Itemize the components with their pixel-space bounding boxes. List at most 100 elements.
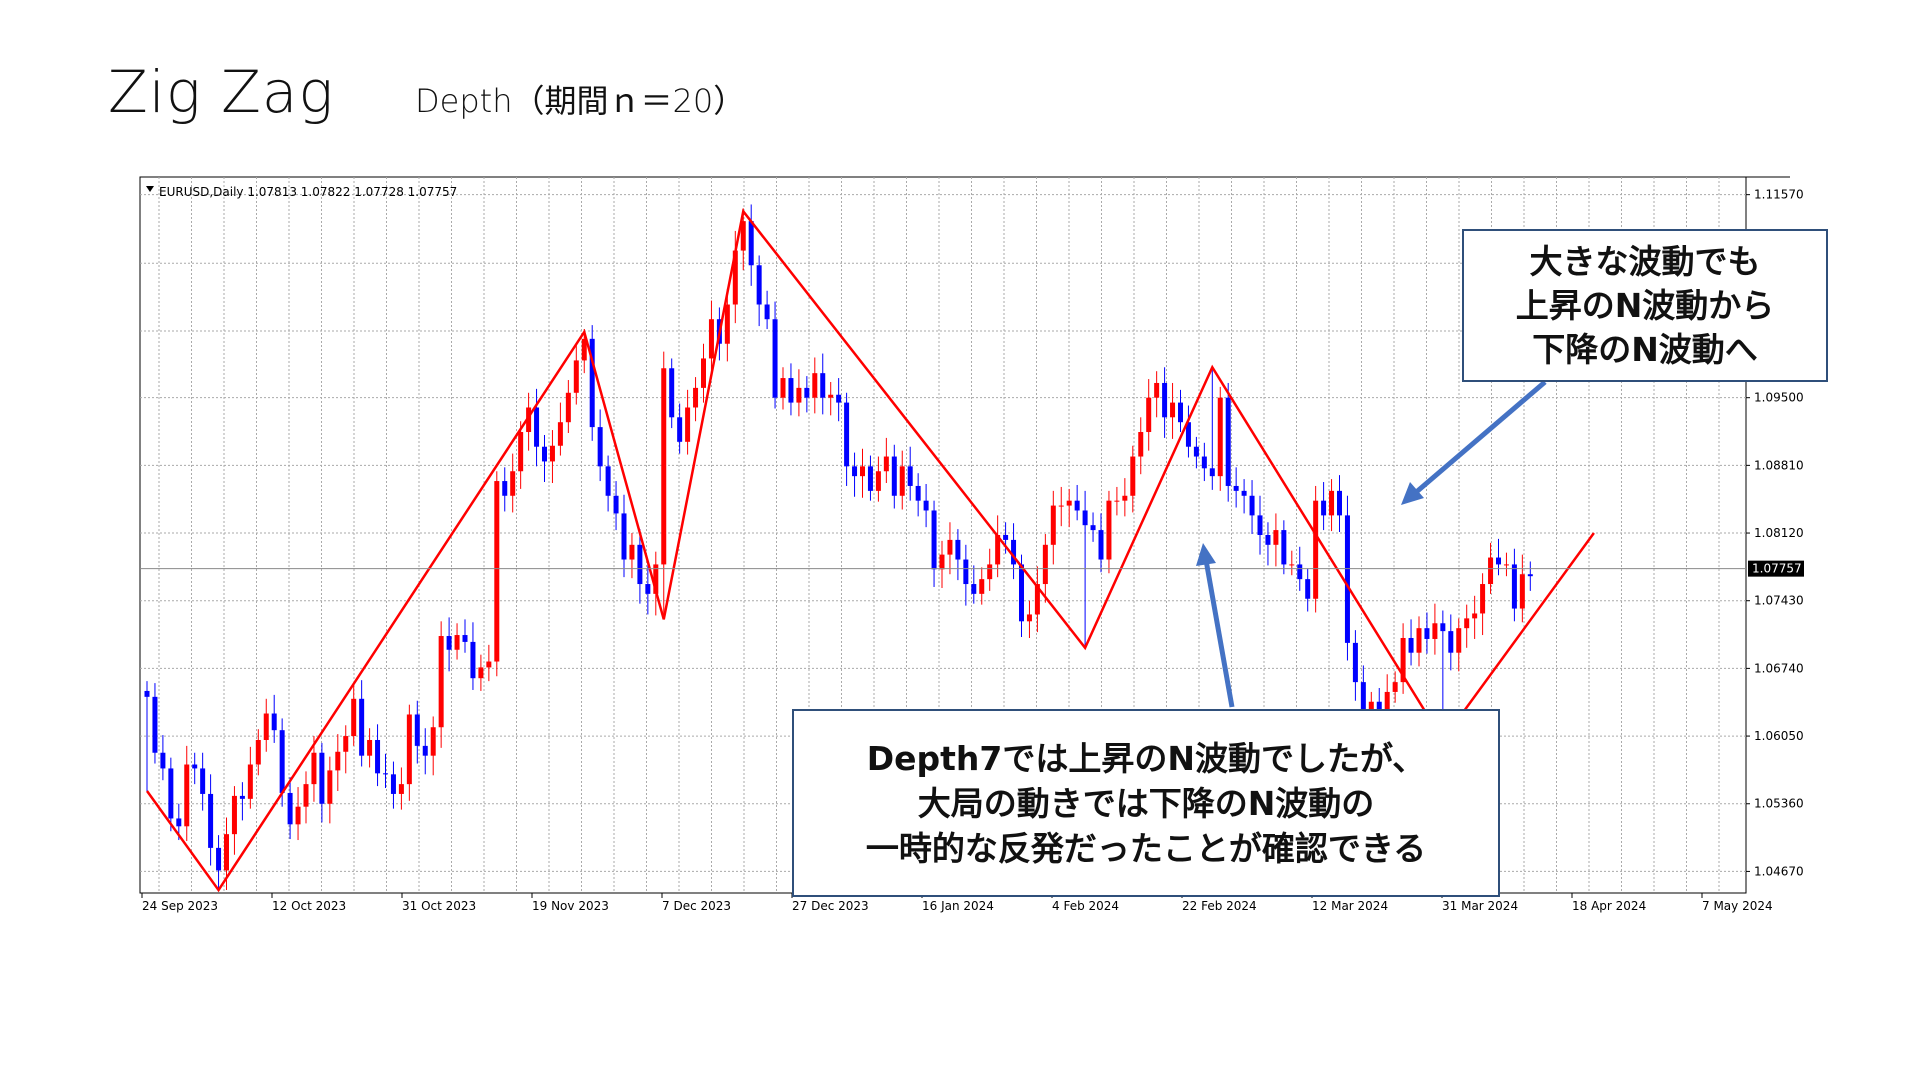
x-tick-label: 12 Mar 2024 (1312, 899, 1388, 913)
y-tick-label: 1.08120 (1754, 526, 1804, 540)
candle-body (915, 485, 921, 501)
candle-body (1019, 564, 1024, 622)
candle-body (255, 739, 261, 765)
candle-body (788, 378, 794, 403)
candle-body (573, 360, 579, 393)
y-tick-label: 1.04670 (1754, 864, 1804, 878)
candle-body (1313, 500, 1319, 599)
y-tick-label: 1.11570 (1754, 188, 1804, 202)
candle-body (160, 752, 166, 769)
candle-body (1432, 623, 1438, 639)
candle-body (486, 661, 492, 668)
candle-body (708, 319, 714, 359)
candle-body (780, 378, 786, 398)
candle-body (494, 481, 500, 662)
candle-body (152, 696, 158, 753)
callout-top-line-2: 上昇のN波動から (1515, 285, 1775, 325)
candle-body (645, 584, 651, 594)
candle-body (971, 584, 977, 594)
current-price-label: 1.07757 (1752, 562, 1802, 576)
candle-body (1098, 530, 1104, 560)
candle-body (867, 466, 873, 491)
candle-body (518, 432, 524, 472)
candle-body (383, 773, 388, 775)
candle-body (1003, 535, 1009, 540)
candle-body (1026, 614, 1032, 622)
callout-bottom: Depth7では上昇のN波動でしたが、 大局の動きでは下降のN波動の 一時的な反… (792, 709, 1500, 897)
zigzag-polyline (145, 208, 1595, 893)
candle-body (883, 456, 889, 472)
candle-body (1464, 618, 1470, 629)
candle-body (367, 739, 373, 756)
arrows (1196, 380, 1547, 708)
candle-body (637, 544, 643, 585)
candle-body (1289, 564, 1295, 566)
x-tick-label: 19 Nov 2023 (532, 899, 609, 913)
candle-body (605, 466, 611, 496)
candle-body (549, 445, 555, 462)
callout-top: 大きな波動でも 上昇のN波動から 下降のN波動へ (1462, 229, 1828, 382)
candle-body (875, 471, 881, 491)
candle-body (1154, 382, 1160, 398)
candle-body (1185, 422, 1191, 447)
candle-body (1352, 642, 1358, 683)
y-tick-label: 1.05360 (1754, 797, 1804, 811)
candle-body (947, 539, 953, 555)
candle-body (327, 770, 333, 804)
candle-body (1050, 505, 1056, 545)
candle-body (1066, 500, 1072, 506)
candle-body (1344, 515, 1350, 643)
candle-body (526, 407, 532, 433)
candle-body (724, 304, 730, 344)
candle-body (200, 768, 206, 794)
candle-body (1511, 564, 1517, 609)
candle-body (406, 714, 412, 785)
candle-body (844, 402, 850, 467)
x-axis: 24 Sep 2023 12 Oct 2023 31 Oct 2023 19 Nov … (141, 893, 1773, 913)
candle-body (438, 636, 444, 728)
candle-body (613, 495, 619, 514)
candle-body (804, 387, 810, 398)
candle-body (597, 427, 603, 467)
candle-body (343, 736, 349, 752)
candle-body (534, 407, 540, 447)
x-tick-label: 18 Apr 2024 (1572, 899, 1646, 913)
candle-body (899, 466, 905, 496)
candle-body (1392, 682, 1398, 692)
candle-body (1273, 530, 1279, 545)
candle-body (1424, 628, 1430, 639)
callout-top-line-3: 下降のN波動へ (1532, 329, 1758, 369)
arrow-to-top-callout-line (1412, 380, 1547, 496)
candle-body (279, 730, 285, 793)
candle-body (1456, 628, 1462, 653)
candle-body (1217, 397, 1223, 477)
candle-body (1281, 530, 1287, 565)
candle-body (1440, 623, 1446, 632)
candle-body (963, 559, 969, 585)
candle-body (1249, 495, 1255, 516)
candle-body (979, 579, 985, 594)
candle-body (820, 373, 826, 398)
candle-body (629, 544, 635, 560)
x-tick-label: 31 Oct 2023 (402, 899, 476, 913)
candle-body (987, 564, 993, 580)
candle-body (1162, 382, 1168, 418)
candle-body (621, 513, 627, 560)
candle-body (828, 394, 834, 398)
candle-body (1337, 490, 1342, 516)
y-axis: 1.115701.108701.101801.095001.088101.081… (1746, 188, 1804, 878)
x-tick-label: 7 Dec 2023 (662, 899, 731, 913)
candle-body (1225, 397, 1231, 486)
y-tick-label: 1.06740 (1754, 661, 1804, 675)
candle-body (1130, 456, 1136, 496)
candle-body (470, 641, 476, 679)
candle-body (319, 752, 325, 804)
x-tick-label: 24 Sep 2023 (142, 899, 218, 913)
candle-body (1042, 544, 1048, 585)
chart-header: EURUSD,Daily 1.07813 1.07822 1.07728 1.0… (146, 185, 457, 199)
candle-body (184, 764, 190, 827)
candle-body (1519, 574, 1525, 609)
chart-header-text: EURUSD,Daily 1.07813 1.07822 1.07728 1.0… (159, 185, 457, 199)
candle-body (351, 698, 357, 737)
candle-body (1170, 402, 1176, 418)
